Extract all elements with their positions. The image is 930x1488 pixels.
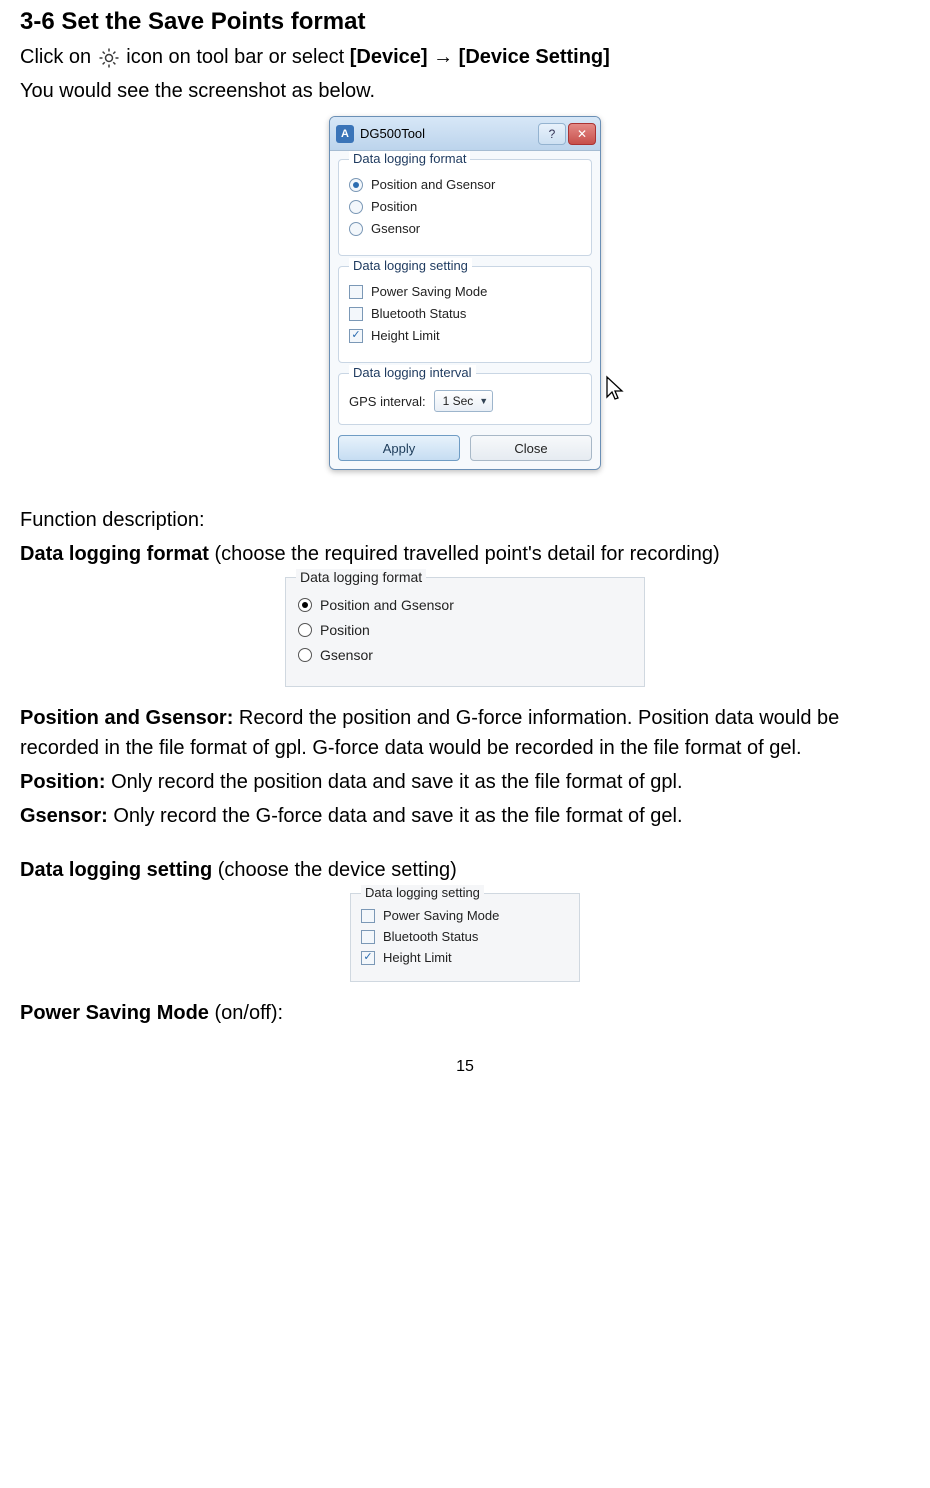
page-number: 15 bbox=[20, 1058, 910, 1076]
dialog-titlebar: A DG500Tool ? ✕ bbox=[330, 117, 600, 151]
gs-bold: Gsensor: bbox=[20, 805, 108, 827]
dls-bold: Data logging setting bbox=[20, 859, 212, 881]
radio-label: Gsensor bbox=[371, 221, 420, 236]
radio-gsensor[interactable] bbox=[298, 648, 312, 662]
dg500tool-dialog: A DG500Tool ? ✕ Data logging format Posi… bbox=[329, 116, 601, 470]
checkbox-bluetooth-status[interactable] bbox=[361, 930, 375, 944]
checkbox-label: Bluetooth Status bbox=[383, 929, 478, 944]
position-desc: Position: Only record the position data … bbox=[20, 767, 910, 797]
group-format-legend: Data logging format bbox=[349, 151, 470, 166]
mini-group-format: Data logging format Position and Gsensor… bbox=[285, 577, 645, 687]
checkbox-power-saving[interactable] bbox=[349, 285, 363, 299]
dropdown-value: 1 Sec bbox=[443, 394, 474, 408]
section-heading: 3-6 Set the Save Points format bbox=[20, 8, 910, 36]
group-interval-legend: Data logging interval bbox=[349, 365, 476, 380]
position-and-gsensor-desc: Position and Gsensor: Record the positio… bbox=[20, 703, 910, 763]
psm-bold: Power Saving Mode bbox=[20, 1002, 209, 1024]
intro-bold: [Device] → [Device Setting] bbox=[350, 46, 610, 68]
chevron-down-icon: ▼ bbox=[479, 396, 488, 406]
checkbox-label: Power Saving Mode bbox=[383, 908, 499, 923]
checkbox-label: Bluetooth Status bbox=[371, 306, 466, 321]
radio-label: Gsensor bbox=[320, 647, 373, 663]
close-window-button[interactable]: ✕ bbox=[568, 123, 596, 145]
checkbox-label: Power Saving Mode bbox=[371, 284, 487, 299]
group-setting-legend: Data logging setting bbox=[349, 258, 472, 273]
dialog-title: DG500Tool bbox=[360, 126, 532, 141]
gs-rest: Only record the G-force data and save it… bbox=[108, 805, 683, 827]
group-data-logging-interval: Data logging interval GPS interval: 1 Se… bbox=[338, 373, 592, 425]
checkbox-label: Height Limit bbox=[371, 328, 440, 343]
app-icon: A bbox=[336, 125, 354, 143]
pos-bold: Position: bbox=[20, 771, 106, 793]
function-description-label: Function description: bbox=[20, 505, 910, 535]
cursor-icon bbox=[605, 375, 627, 407]
pg-bold: Position and Gsensor: bbox=[20, 707, 233, 729]
gps-interval-dropdown[interactable]: 1 Sec ▼ bbox=[434, 390, 494, 412]
gsensor-desc: Gsensor: Only record the G-force data an… bbox=[20, 801, 910, 831]
data-logging-setting-line: Data logging setting (choose the device … bbox=[20, 855, 910, 885]
mini-group-setting: Data logging setting Power Saving Mode B… bbox=[350, 893, 580, 982]
group-data-logging-format: Data logging format Position and Gsensor… bbox=[338, 159, 592, 256]
mini-setting-legend: Data logging setting bbox=[361, 885, 484, 900]
checkbox-bluetooth-status[interactable] bbox=[349, 307, 363, 321]
data-logging-format-line: Data logging format (choose the required… bbox=[20, 539, 910, 569]
radio-label: Position bbox=[371, 199, 417, 214]
radio-label: Position and Gsensor bbox=[371, 177, 495, 192]
radio-position-and-gsensor[interactable] bbox=[349, 178, 363, 192]
checkbox-power-saving[interactable] bbox=[361, 909, 375, 923]
dlf-bold: Data logging format bbox=[20, 543, 209, 565]
help-button[interactable]: ? bbox=[538, 123, 566, 145]
radio-position[interactable] bbox=[349, 200, 363, 214]
radio-label: Position and Gsensor bbox=[320, 597, 454, 613]
checkbox-height-limit[interactable] bbox=[349, 329, 363, 343]
checkbox-label: Height Limit bbox=[383, 950, 452, 965]
gear-icon bbox=[97, 46, 121, 70]
group-data-logging-setting: Data logging setting Power Saving Mode B… bbox=[338, 266, 592, 363]
mini-format-legend: Data logging format bbox=[296, 569, 426, 585]
intro-line-1: Click on icon on tool bar or select [Dev… bbox=[20, 42, 910, 72]
intro-pre: Click on bbox=[20, 46, 97, 68]
apply-button[interactable]: Apply bbox=[338, 435, 460, 461]
intro-line-2: You would see the screenshot as below. bbox=[20, 76, 910, 106]
close-button[interactable]: Close bbox=[470, 435, 592, 461]
psm-rest: (on/off): bbox=[209, 1002, 283, 1024]
radio-label: Position bbox=[320, 622, 370, 638]
pos-rest: Only record the position data and save i… bbox=[106, 771, 683, 793]
radio-gsensor[interactable] bbox=[349, 222, 363, 236]
intro-post: icon on tool bar or select bbox=[126, 46, 349, 68]
gps-interval-label: GPS interval: bbox=[349, 394, 426, 409]
radio-position-and-gsensor[interactable] bbox=[298, 598, 312, 612]
dlf-rest: (choose the required travelled point's d… bbox=[209, 543, 720, 565]
power-saving-mode-line: Power Saving Mode (on/off): bbox=[20, 998, 910, 1028]
dls-rest: (choose the device setting) bbox=[212, 859, 457, 881]
radio-position[interactable] bbox=[298, 623, 312, 637]
checkbox-height-limit[interactable] bbox=[361, 951, 375, 965]
